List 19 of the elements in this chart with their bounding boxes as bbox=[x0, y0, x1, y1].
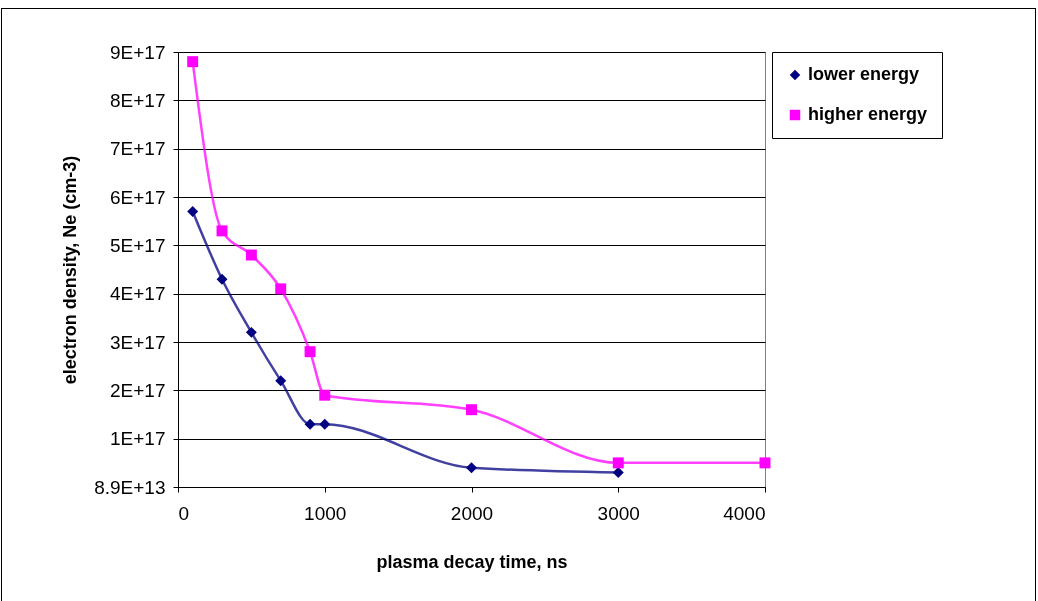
y-tick-label: 7E+17 bbox=[110, 138, 166, 160]
y-tick-label: 4E+17 bbox=[110, 283, 166, 305]
y-tick-label: 9E+17 bbox=[110, 41, 166, 63]
y-axis-title: electron density, Ne (cm-3) bbox=[60, 155, 81, 385]
y-tick-label: 8E+17 bbox=[110, 89, 166, 111]
y-tick-label: 2E+17 bbox=[110, 379, 166, 401]
legend-label: higher energy bbox=[808, 104, 928, 124]
y-tick-label: 8.9E+13 bbox=[94, 476, 166, 498]
x-tick-label: 4000 bbox=[723, 502, 766, 524]
y-tick-label: 6E+17 bbox=[110, 186, 166, 208]
y-tick-label: 1E+17 bbox=[110, 428, 166, 450]
y-tick-label: 3E+17 bbox=[110, 331, 166, 353]
x-axis-title: plasma decay time, ns bbox=[376, 551, 568, 572]
legend-label: lower energy bbox=[808, 64, 920, 84]
x-tick-label: 3000 bbox=[597, 502, 640, 524]
x-tick-label: 0 bbox=[178, 502, 190, 524]
x-tick-label: 1000 bbox=[304, 502, 347, 524]
x-tick-label: 2000 bbox=[450, 502, 494, 524]
y-tick-label: 5E+17 bbox=[110, 234, 166, 256]
